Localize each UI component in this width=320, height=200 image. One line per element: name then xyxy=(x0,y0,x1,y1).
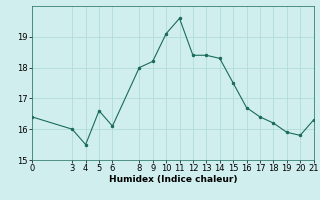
X-axis label: Humidex (Indice chaleur): Humidex (Indice chaleur) xyxy=(108,175,237,184)
